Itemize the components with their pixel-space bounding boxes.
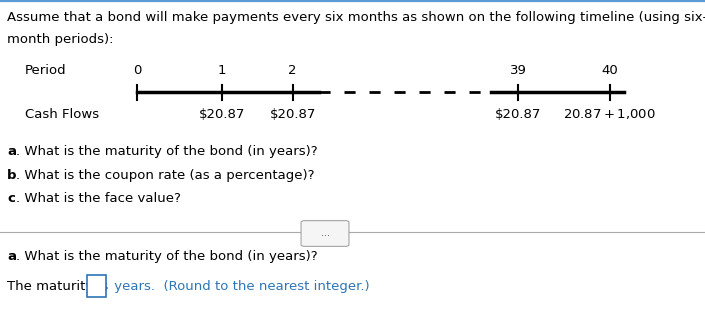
- Text: . What is the coupon rate (as a percentage)?: . What is the coupon rate (as a percenta…: [16, 169, 314, 182]
- Text: month periods):: month periods):: [7, 33, 114, 46]
- Text: The maturity is: The maturity is: [7, 280, 112, 293]
- Text: 40: 40: [601, 64, 618, 77]
- Text: $20.87: $20.87: [269, 108, 316, 121]
- Text: b: b: [7, 169, 16, 182]
- FancyBboxPatch shape: [87, 275, 106, 297]
- Text: 1: 1: [218, 64, 226, 77]
- Text: . What is the face value?: . What is the face value?: [16, 192, 181, 205]
- Text: Cash Flows: Cash Flows: [25, 108, 99, 121]
- Text: a: a: [7, 250, 16, 263]
- Text: Assume that a bond will make payments every six months as shown on the following: Assume that a bond will make payments ev…: [7, 11, 705, 24]
- Text: c: c: [7, 192, 15, 205]
- Text: Period: Period: [25, 64, 66, 77]
- Text: 39: 39: [510, 64, 527, 77]
- Text: a: a: [7, 145, 16, 158]
- Text: $20.87 + $1,000: $20.87 + $1,000: [563, 107, 656, 121]
- Text: ...: ...: [321, 228, 329, 238]
- Text: 0: 0: [133, 64, 142, 77]
- Text: $20.87: $20.87: [495, 108, 541, 121]
- FancyBboxPatch shape: [301, 221, 349, 246]
- Text: . What is the maturity of the bond (in years)?: . What is the maturity of the bond (in y…: [16, 250, 318, 263]
- Text: years.  (Round to the nearest integer.): years. (Round to the nearest integer.): [110, 280, 369, 293]
- Text: 2: 2: [288, 64, 297, 77]
- Text: $20.87: $20.87: [199, 108, 245, 121]
- Text: . What is the maturity of the bond (in years)?: . What is the maturity of the bond (in y…: [16, 145, 318, 158]
